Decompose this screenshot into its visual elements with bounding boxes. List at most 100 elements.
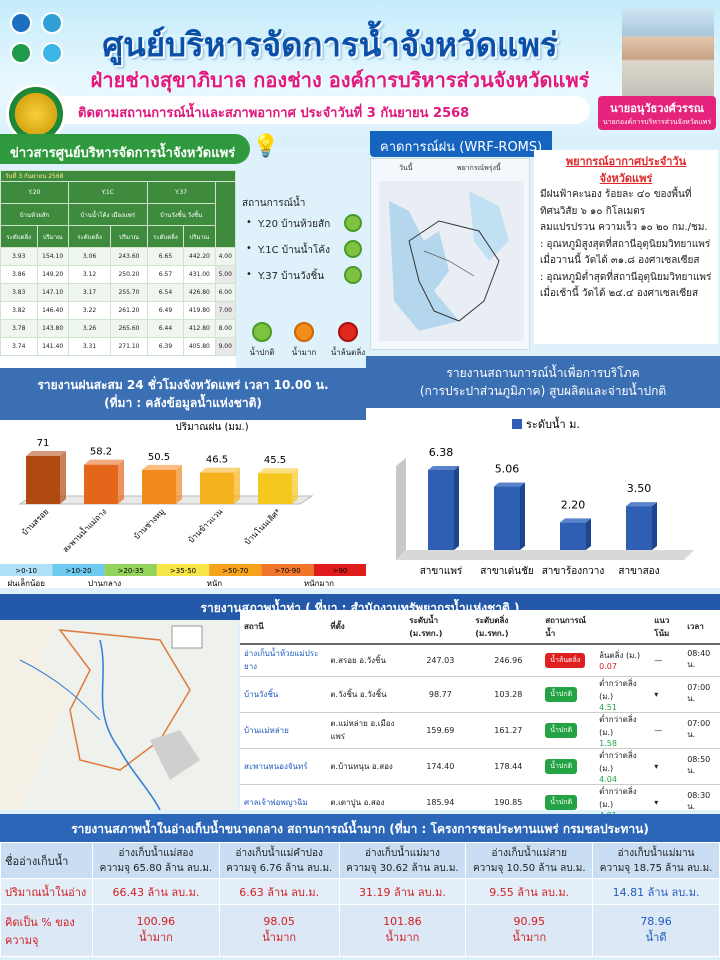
table-cell: 5.00 xyxy=(214,265,237,284)
time-cell: 07:00 น. xyxy=(683,712,720,749)
rain-bar xyxy=(142,469,176,504)
rain-bar-side xyxy=(234,467,240,504)
reservoir-state: น้ำมาก xyxy=(385,931,420,944)
forecast-panel: พยากรณ์อากาศประจำวัน จังหวัดแพร่ มีฝนฟ้า… xyxy=(534,150,718,344)
table-cell: 6.00 xyxy=(214,283,237,302)
reservoir-state: น้ำมาก xyxy=(139,931,173,944)
reservoir-state: น้ำมาก xyxy=(262,931,297,944)
table-cell: 3.26 xyxy=(67,319,112,338)
col-header: Y.20 xyxy=(0,181,69,204)
rain-bar xyxy=(84,464,118,504)
rain-scale-label: >0-10 xyxy=(15,567,37,575)
river-table: สถานี ที่ตั้ง ระดับน้ำ (ม.รทก.) ระดับตลิ… xyxy=(240,610,720,821)
col-header: ระดับน้ำ (ม.รทก.) xyxy=(405,610,472,645)
col-header: ที่ตั้ง xyxy=(326,610,406,645)
forecast-line: : อุณหภูมิต่ำสุดที่สถานีอุตุนิยมวิทยาแพร… xyxy=(540,271,712,283)
table-cell: 6.54 xyxy=(146,283,185,302)
diff-value: 4.04 xyxy=(599,774,617,784)
table-cell: 3.83 xyxy=(0,283,38,302)
rain-scale-cell xyxy=(261,564,314,576)
reservoir-percent: 90.95 xyxy=(513,915,545,928)
status-label: Y.1C บ้านน้ำโค้ง xyxy=(258,245,330,256)
rain-scale-cell xyxy=(156,564,210,576)
trend-icon: — xyxy=(650,712,684,749)
table-cell: 442.20 xyxy=(183,247,216,266)
rain-bar xyxy=(200,472,234,504)
table-row: 3.86 149.20 3.12 250.20 6.57 431.00 5.00 xyxy=(0,265,237,284)
partner-logo-3 xyxy=(10,42,32,64)
reservoir-capacity: ความจุ 6.76 ล้าน ลบ.ม. xyxy=(226,862,333,874)
station-name: บ้านวังชิ้น xyxy=(240,676,327,713)
usage-header-line1: รายงานสถานการณ์น้ำเพื่อการบริโภค xyxy=(446,366,640,380)
table-cell: 149.20 xyxy=(36,265,69,284)
legend-dot xyxy=(252,322,272,342)
reservoir-volume: 9.55 ล้าน ลบ.ม. xyxy=(465,878,594,905)
reservoir-percent: 98.05 xyxy=(263,915,295,928)
table-cell: 3.74 xyxy=(0,337,38,356)
rain-scale-cell xyxy=(52,564,105,576)
reservoir-capacity: ความจุ 18.75 ล้าน ลบ.ม. xyxy=(599,862,713,874)
table-row: 3.93 154.10 3.06 243.60 6.65 442.20 4.00 xyxy=(0,247,237,266)
water-level-table: วันที่ 3 กันยายน 2568 Y.20 Y.1C Y.37 บ้า… xyxy=(0,170,237,368)
station-name: สะพานหนองจันทร์ xyxy=(240,748,327,785)
table-cell: 6.49 xyxy=(146,301,185,320)
col-header xyxy=(595,610,651,645)
reservoir-capacity: ความจุ 10.50 ล้าน ลบ.ม. xyxy=(472,862,586,874)
rain-bar-top xyxy=(142,464,182,470)
usage-bar-side xyxy=(652,502,657,550)
forecast-line: : อุณหภูมิสูงสุดที่สถานีอุตุนิยมวิทยาแพร… xyxy=(540,238,711,250)
table-cell: 7.00 xyxy=(214,301,237,320)
forecast-title: พยากรณ์อากาศประจำวัน xyxy=(565,155,687,168)
status-badge: น้ำปกติ xyxy=(545,686,578,702)
status-badge: น้ำปกติ xyxy=(545,722,578,738)
legend-label: ระดับน้ำ ม. xyxy=(526,416,580,431)
forecast-province: จังหวัดแพร่ xyxy=(599,171,653,185)
rain-scale-cell xyxy=(313,564,366,576)
table-cell: 243.60 xyxy=(110,247,148,266)
usage-bar-side xyxy=(586,518,591,550)
river-map[interactable] xyxy=(0,620,238,810)
reservoir-percent-cell: 101.86 น้ำมาก xyxy=(338,904,467,957)
chart-floor xyxy=(396,550,694,560)
map-layers-icon[interactable] xyxy=(171,625,203,649)
col-header: เวลา xyxy=(683,610,720,645)
table-cell: 265.60 xyxy=(110,319,148,338)
reservoir-percent-cell: 100.96 น้ำมาก xyxy=(92,904,220,957)
chart-title: ปริมาณฝน (มม.) xyxy=(175,422,248,433)
wrf-tab-today[interactable]: วันนี้ xyxy=(399,164,413,172)
reservoir-volume: 6.63 ล้าน ลบ.ม. xyxy=(218,878,340,905)
usage-bar-label: สาขาสอง xyxy=(618,566,659,577)
forecast-line: มีฝนฟ้าคะนอง ร้อยละ ๔๐ ของพื้นที่ xyxy=(540,189,692,200)
rain-scale-word: หนัก xyxy=(207,579,223,588)
diff-label: ต่ำกว่าตลิ่ง (ม.) xyxy=(599,714,637,737)
rain-scale-label: >35-50 xyxy=(170,567,196,575)
time-cell: 08:40 น. xyxy=(683,644,720,677)
col-name: บ้านวังชิ้น วังชิ้น xyxy=(146,203,216,226)
reservoir-name-cell: อ่างเก็บน้ำแม่สอง ความจุ 65.80 ล้าน ลบ.ม. xyxy=(92,842,220,879)
status-cell: น้ำปกติ xyxy=(541,712,596,749)
forecast-line: เมื่อเช้านี้ วัดได้ ๒๔.๔ องศาเซลเซียส xyxy=(540,288,699,299)
reservoir-name-cell: อ่างเก็บน้ำแม่มาน ความจุ 18.75 ล้าน ลบ.ม. xyxy=(592,842,720,879)
reservoir-percent: 100.96 xyxy=(136,915,176,928)
usage-bar-top xyxy=(494,482,525,487)
status-badge: น้ำปกติ xyxy=(545,794,578,810)
wrf-tab-tomorrow[interactable]: พยากรณ์พรุ่งนี้ xyxy=(457,164,501,172)
rain-header: รายงานฝนสะสม 24 ชั่วโมงจังหวัดแพร่ เวลา … xyxy=(0,368,366,420)
status-badge: น้ำล้นตลิ่ง xyxy=(545,652,586,668)
rain-bar-label: บ้านโนนเลิศ* xyxy=(242,506,282,546)
usage-chart: ระดับน้ำ ม. 6.38 สาขาแพร่ 5.06 สาขาเด่นชัย 2.… xyxy=(366,408,720,588)
forecast-line: ลมแปรปรวน ความเร็ว ๑๐ ๒๐ กม./ชม. xyxy=(540,222,708,233)
usage-bar-value: 6.38 xyxy=(429,446,454,459)
status-panel: สถานการณ์น้ำ Y.20 บ้านห้วยสัก Y.1C บ้านน… xyxy=(242,166,362,376)
date-banner: ติดตามสถานการณ์น้ำและสภาพอากาศ ประจำวันท… xyxy=(60,96,590,124)
table-cell: 141.40 xyxy=(36,337,69,356)
time-cell: 07:00 น. xyxy=(683,676,720,713)
partner-logo-1 xyxy=(10,12,32,34)
status-dot xyxy=(344,214,362,232)
rain-bar-top xyxy=(84,459,124,465)
table-cell: 3.82 xyxy=(0,301,38,320)
legend-item: น้ำมาก xyxy=(282,322,326,359)
rain-scale-cell xyxy=(209,564,262,576)
station-location: ต.แม่หล่าย อ.เมืองแพร่ xyxy=(326,712,406,749)
usage-bar-top xyxy=(626,502,657,507)
